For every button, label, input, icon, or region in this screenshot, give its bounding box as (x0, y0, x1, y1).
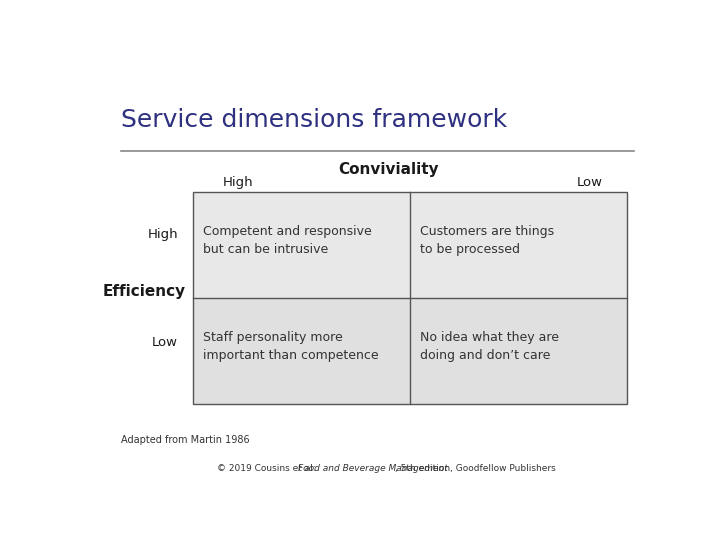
Text: High: High (222, 176, 253, 188)
Bar (410, 192, 627, 298)
Text: No idea what they are
doing and don’t care: No idea what they are doing and don’t ca… (420, 331, 559, 362)
Text: Staff personality more
important than competence: Staff personality more important than co… (203, 331, 379, 362)
Text: Adapted from Martin 1986: Adapted from Martin 1986 (121, 435, 249, 445)
Bar (193, 298, 410, 404)
Bar (193, 192, 627, 404)
Text: Efficiency: Efficiency (102, 284, 186, 299)
Text: High: High (148, 228, 178, 241)
Text: Service dimensions framework: Service dimensions framework (121, 109, 507, 132)
Text: Conviviality: Conviviality (338, 162, 439, 177)
Text: Competent and responsive
but can be intrusive: Competent and responsive but can be intr… (203, 225, 372, 256)
Text: Low: Low (577, 176, 603, 188)
Text: Low: Low (152, 336, 178, 349)
Text: Customers are things
to be processed: Customers are things to be processed (420, 225, 554, 256)
Text: , 5th edition, Goodfellow Publishers: , 5th edition, Goodfellow Publishers (395, 464, 556, 474)
Text: © 2019 Cousins et al:: © 2019 Cousins et al: (217, 464, 322, 474)
Text: Food and Beverage Management: Food and Beverage Management (297, 464, 447, 474)
Bar (410, 298, 627, 404)
Bar (193, 192, 410, 298)
